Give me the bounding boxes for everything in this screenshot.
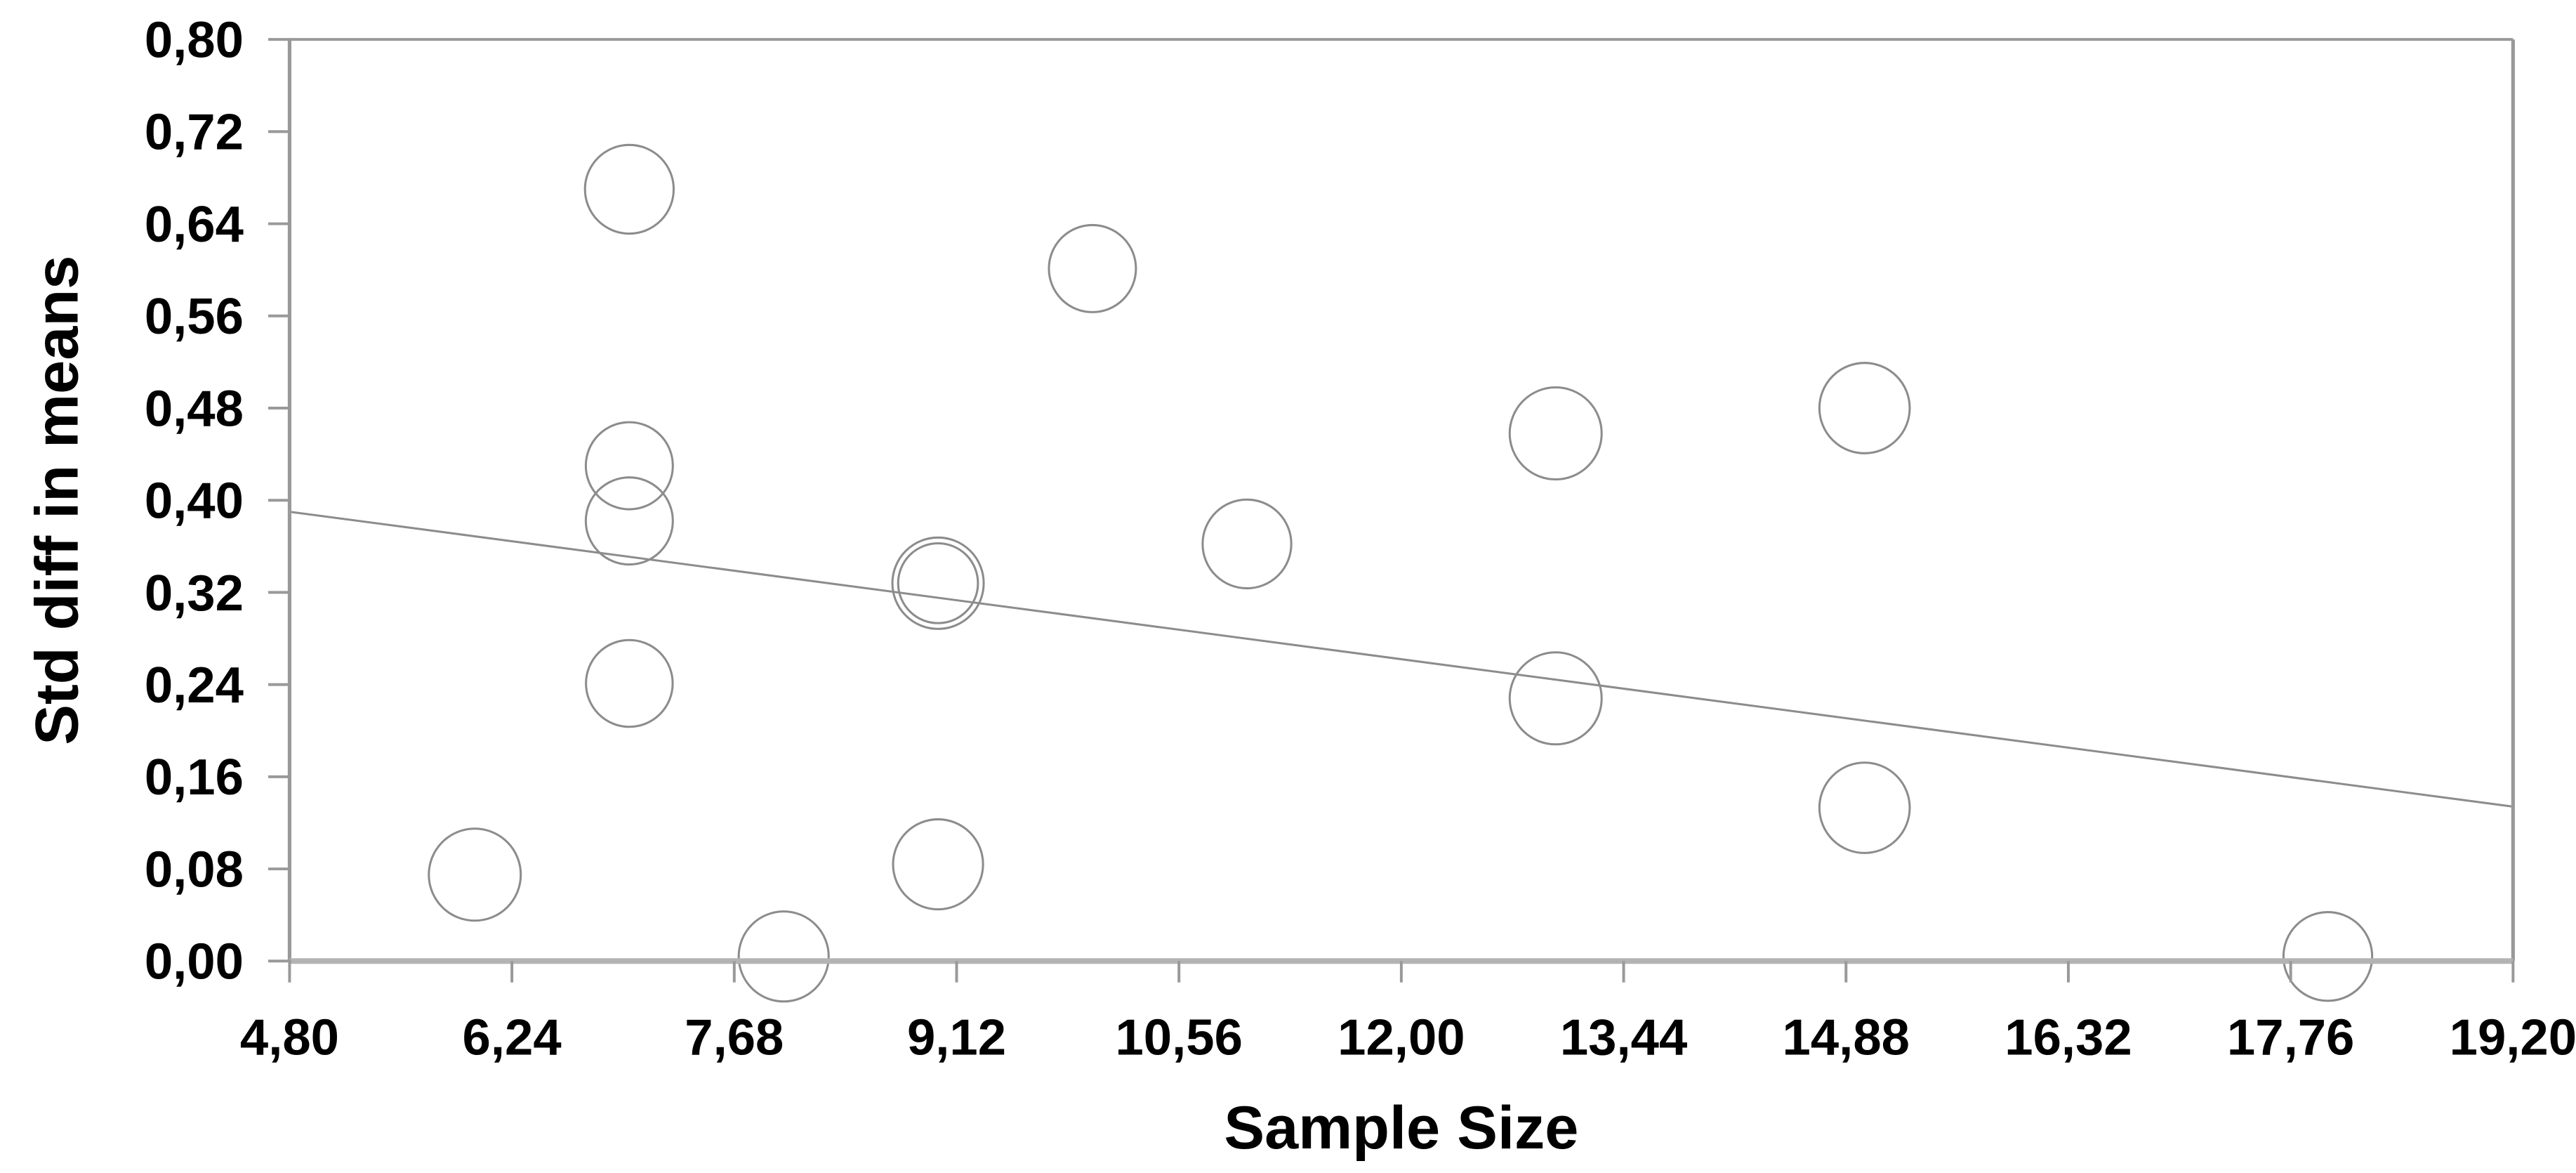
x-tick-label: 17,76 <box>2227 1009 2354 1066</box>
x-axis-title: Sample Size <box>1224 1094 1578 1162</box>
y-tick-label: 0,24 <box>145 657 244 714</box>
y-tick-label: 0,16 <box>145 749 244 806</box>
y-tick-label: 0,40 <box>145 473 244 530</box>
data-point <box>1201 498 1293 590</box>
x-tick-label: 12,00 <box>1337 1009 1465 1066</box>
x-tick-label: 13,44 <box>1560 1009 1687 1066</box>
y-tick-label: 0,64 <box>145 196 244 253</box>
x-tick-label: 19,20 <box>2450 1009 2576 1066</box>
data-point <box>892 818 984 911</box>
y-tick-label: 0,56 <box>145 288 244 345</box>
axes-layer <box>287 38 2515 964</box>
data-points-layer <box>428 143 2374 1003</box>
y-tick-label: 0,00 <box>145 933 244 990</box>
data-point <box>1818 362 1911 454</box>
data-point <box>737 910 830 1003</box>
x-tick-label: 14,88 <box>1783 1009 1910 1066</box>
data-point <box>1508 651 1603 746</box>
regression-line <box>289 511 2514 808</box>
x-tick-label: 16,32 <box>2004 1009 2132 1066</box>
data-point <box>1048 223 1137 313</box>
y-tick-label: 0,80 <box>145 12 244 69</box>
ticks-layer <box>268 38 2515 983</box>
x-tick-label: 6,24 <box>463 1009 562 1066</box>
data-point <box>428 827 522 922</box>
data-point <box>583 143 675 235</box>
data-point <box>1508 386 1603 481</box>
data-point <box>1818 761 1911 854</box>
data-point <box>585 638 674 728</box>
y-tick-label: 0,32 <box>145 565 244 622</box>
data-point <box>584 421 674 511</box>
data-point <box>584 476 674 566</box>
y-tick-label: 0,48 <box>145 380 244 437</box>
y-tick-label: 0,72 <box>145 104 244 161</box>
data-point <box>897 542 979 624</box>
y-tick-label: 0,08 <box>145 841 244 898</box>
data-point <box>891 536 985 630</box>
regression-layer <box>289 511 2514 808</box>
data-point <box>2282 911 2374 1002</box>
y-axis-title: Std diff in means <box>24 256 91 745</box>
x-tick-label: 7,68 <box>685 1009 784 1066</box>
x-tick-label: 10,56 <box>1115 1009 1242 1066</box>
labels-layer: Sample Size Std diff in means 4,80 6,24 7,… <box>24 12 2576 1162</box>
x-tick-label: 4,80 <box>240 1009 339 1066</box>
x-tick-label: 9,12 <box>907 1009 1006 1066</box>
